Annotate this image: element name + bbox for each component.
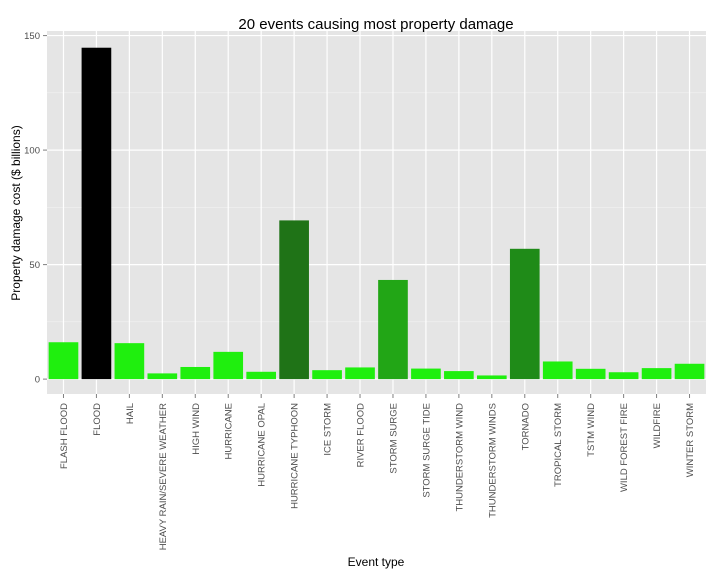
x-tick-label: FLOOD: [92, 403, 103, 436]
bar-tornado: [509, 248, 540, 380]
x-tick-label: HIGH WIND: [191, 403, 202, 455]
bars: [48, 47, 705, 380]
x-tick-label: STORM SURGE: [388, 403, 399, 474]
x-tick-label: HEAVY RAIN/SEVERE WEATHER: [158, 403, 169, 550]
bar-wild-forest-fire: [608, 372, 639, 380]
x-tick-label: RIVER FLOOD: [356, 403, 367, 468]
x-tick-label: THUNDERSTORM WIND: [454, 403, 465, 512]
x-tick-label: TROPICAL STORM: [553, 403, 564, 487]
bar-hail: [114, 343, 145, 380]
y-tick-label: 150: [24, 31, 40, 42]
x-axis-title: Event type: [348, 555, 405, 569]
x-tick-label: HURRICANE TYPHOON: [290, 403, 301, 509]
bar-heavy-rain-severe-weather: [147, 373, 178, 380]
bar-high-wind: [180, 366, 211, 380]
x-tick-label: WINTER STORM: [685, 403, 696, 477]
bar-hurricane-opal: [246, 371, 277, 380]
x-tick-label: TSTM WIND: [586, 403, 597, 457]
bar-hurricane: [213, 351, 244, 380]
x-tick-label: HURRICANE: [224, 403, 235, 459]
y-tick-label: 100: [24, 146, 40, 157]
x-tick-label: ICE STORM: [323, 403, 334, 456]
bar-thunderstorm-winds: [476, 375, 507, 380]
bar-flash-flood: [48, 342, 79, 380]
x-tick-label: STORM SURGE TIDE: [421, 403, 432, 498]
bar-river-flood: [345, 367, 375, 380]
bar-storm-surge: [378, 279, 408, 380]
x-tick-label: HAIL: [125, 403, 136, 424]
chart-title: 20 events causing most property damage: [238, 16, 513, 33]
bar-tstm-wind: [575, 368, 606, 380]
bar-flood: [81, 47, 112, 380]
bar-ice-storm: [312, 370, 342, 380]
y-axis: 0 50 100 150: [24, 31, 47, 386]
x-axis: FLASH FLOOD FLOOD HAIL HEAVY RAIN/SEVERE WE…: [59, 394, 696, 550]
x-tick-label: WILDFIRE: [652, 403, 663, 448]
plot-panel: [47, 31, 706, 394]
y-tick-label: 50: [29, 260, 40, 271]
x-tick-label: FLASH FLOOD: [59, 403, 70, 469]
bar-tropical-storm: [542, 361, 573, 380]
x-tick-label: WILD FOREST FIRE: [619, 403, 630, 492]
x-tick-label: TORNADO: [520, 403, 531, 450]
bar-thunderstorm-wind: [444, 371, 474, 380]
bar-wildfire: [641, 368, 672, 380]
x-tick-label: THUNDERSTORM WINDS: [487, 403, 498, 518]
bar-winter-storm: [674, 363, 705, 380]
bar-hurricane-typhoon: [279, 220, 309, 380]
x-tick-label: HURRICANE OPAL: [257, 403, 268, 487]
y-tick-label: 0: [35, 375, 40, 386]
y-axis-title: Property damage cost ($ billions): [9, 125, 23, 300]
bar-storm-surge-tide: [411, 368, 441, 380]
